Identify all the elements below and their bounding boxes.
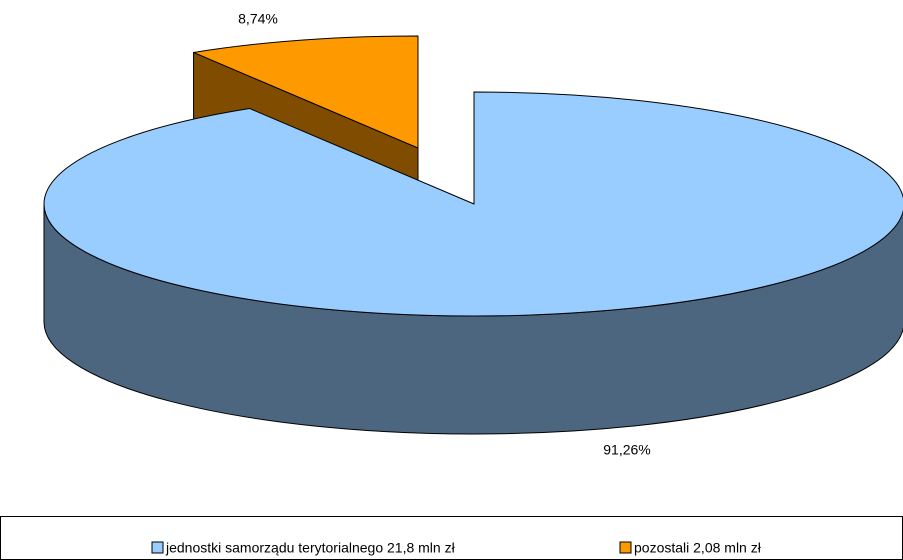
slice-top: [193, 35, 419, 149]
legend-swatch: [619, 541, 632, 554]
legend-label: jednostki samorządu terytorialnego 21,8 …: [165, 540, 456, 556]
legend-swatch: [151, 541, 164, 554]
legend-label: pozostali 2,08 mln zł: [634, 540, 762, 556]
data-label: 8,74%: [238, 11, 278, 27]
legend-box: [0, 516, 903, 560]
data-label: 91,26%: [603, 442, 650, 458]
slice-top: [43, 91, 903, 317]
